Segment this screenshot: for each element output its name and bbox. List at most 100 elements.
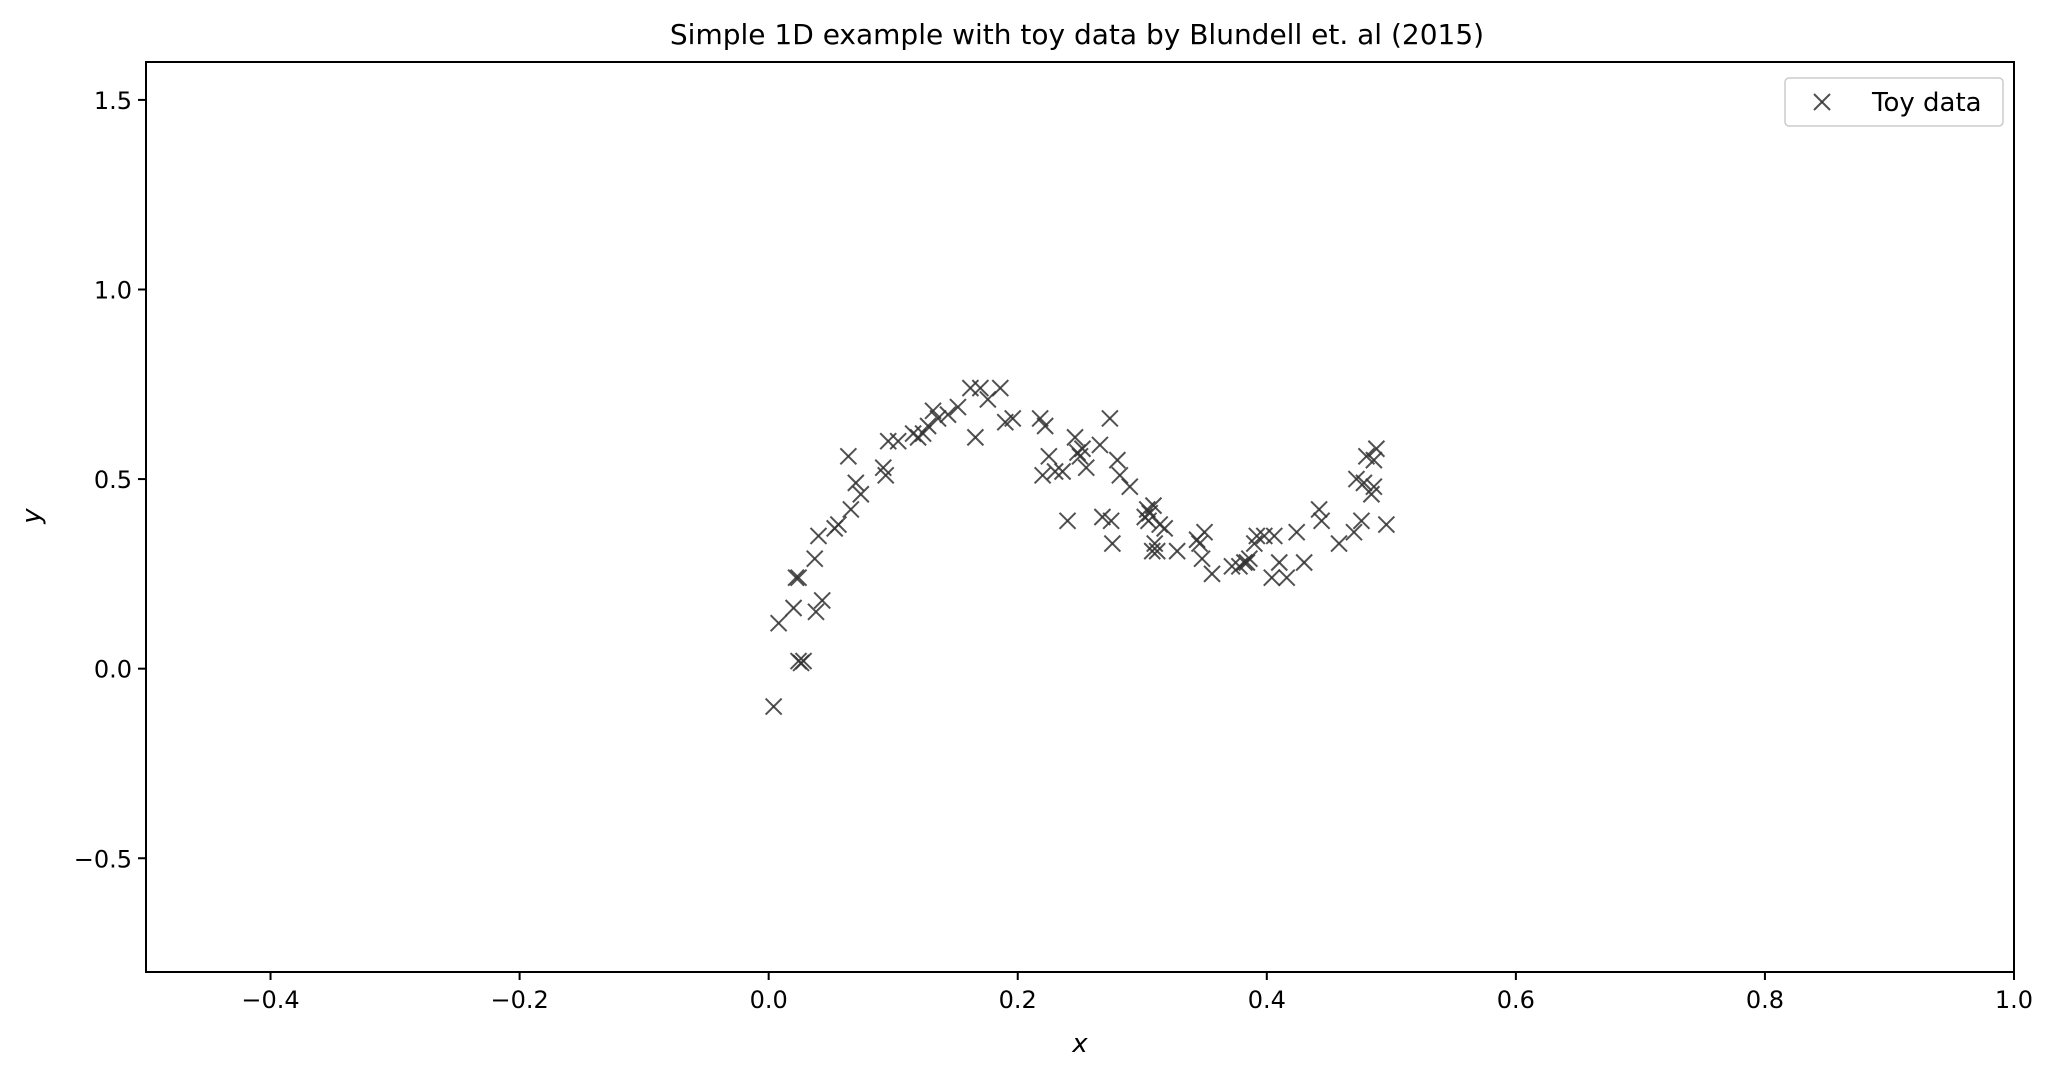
data-point: [1139, 512, 1158, 530]
data-point-stroke: [1111, 466, 1129, 484]
data-point-stroke: [794, 652, 813, 670]
data-point-stroke: [874, 459, 892, 477]
data-point-stroke: [1073, 440, 1092, 458]
x-tick-label: 1.0: [1995, 986, 2033, 1014]
data-point-stroke: [1278, 568, 1296, 587]
legend-box: [1784, 77, 2004, 127]
data-point: [1073, 440, 1092, 458]
data-point-stroke: [1108, 451, 1127, 469]
data-point: [809, 527, 828, 545]
y-axis: −0.5 0.0 0.5 1.0 1.5: [74, 87, 146, 873]
x-tick-label: −0.4: [241, 986, 299, 1014]
data-point: [1330, 534, 1348, 553]
legend-marker-x-stroke: [1813, 93, 1831, 111]
data-point-stroke: [1357, 447, 1376, 466]
data-point-stroke: [1190, 534, 1209, 553]
y-tick-label: 1.5: [94, 87, 132, 115]
data-point-stroke: [806, 550, 824, 568]
data-point: [1263, 568, 1281, 587]
data-point-stroke: [1046, 462, 1064, 481]
data-point-stroke: [939, 405, 957, 424]
data-point: [806, 550, 824, 568]
data-point: [1195, 523, 1214, 541]
data-point-stroke: [1195, 523, 1214, 541]
data-point-stroke: [1146, 534, 1164, 553]
data-point-stroke: [1148, 542, 1166, 560]
data-point-stroke: [787, 568, 805, 587]
data-point: [1004, 409, 1022, 428]
data-point: [784, 599, 803, 617]
data-point-stroke: [1004, 409, 1022, 428]
data-point-stroke: [784, 599, 803, 617]
x-tick-label: 0.8: [1746, 986, 1784, 1014]
x-tick-label: 0.4: [1248, 986, 1286, 1014]
data-point-stroke: [1033, 466, 1052, 484]
legend-entry-label: Toy data: [1871, 88, 1982, 118]
x-tick-label: −0.2: [490, 986, 548, 1014]
data-point: [789, 568, 808, 587]
data-point-stroke: [1345, 523, 1363, 541]
data-point-stroke: [1263, 568, 1281, 587]
data-point: [1036, 417, 1054, 435]
data-point: [769, 614, 788, 632]
x-tick-label: 0.0: [750, 986, 788, 1014]
data-point-stroke: [1365, 477, 1383, 496]
data-point-stroke: [1265, 527, 1283, 545]
data-point: [919, 417, 937, 435]
data-point-stroke: [929, 409, 947, 428]
data-point: [939, 405, 957, 424]
data-point-stroke: [1168, 542, 1186, 560]
data-point: [1121, 477, 1139, 496]
data-point-stroke: [966, 428, 985, 447]
x-tick-label: 0.6: [1497, 986, 1535, 1014]
data-point: [1193, 550, 1211, 568]
data-point-stroke: [1330, 534, 1348, 553]
data-point-stroke: [1053, 462, 1072, 481]
data-point-stroke: [971, 379, 990, 397]
data-point: [1310, 500, 1328, 519]
data-point-stroke: [1295, 553, 1313, 572]
data-point: [847, 474, 865, 492]
data-point-stroke: [1139, 512, 1158, 530]
data-point: [1278, 568, 1296, 587]
data-point-stroke: [1248, 527, 1266, 545]
data-point-stroke: [1347, 470, 1366, 488]
data-point: [1053, 462, 1072, 481]
data-point-stroke: [1091, 436, 1109, 454]
data-point: [852, 485, 870, 503]
data-point: [1046, 462, 1064, 481]
data-point: [1203, 565, 1221, 583]
data-point-stroke: [1312, 512, 1331, 530]
data-point: [1190, 534, 1209, 553]
data-point-stroke: [919, 417, 937, 435]
x-axis-label: x: [1071, 1029, 1088, 1059]
data-point: [1144, 496, 1163, 515]
legend-marker-x: [1813, 93, 1831, 111]
data-point-stroke: [1193, 550, 1211, 568]
data-point-stroke: [1203, 565, 1221, 583]
data-point-stroke: [807, 603, 825, 621]
y-tick-label: 1.0: [94, 277, 132, 305]
data-point-stroke: [1121, 477, 1139, 496]
data-point-stroke: [842, 500, 860, 519]
data-point-stroke: [829, 515, 848, 534]
data-point-stroke: [991, 379, 1010, 397]
data-point: [1287, 523, 1306, 541]
data-point: [839, 447, 858, 466]
data-point-stroke: [1155, 519, 1174, 538]
data-point-stroke: [1077, 459, 1095, 477]
data-point-stroke: [914, 424, 932, 443]
data-point: [1240, 550, 1259, 568]
data-point: [877, 466, 895, 484]
data-point: [924, 402, 942, 420]
data-point: [1355, 474, 1373, 492]
data-point: [829, 515, 848, 534]
data-point: [1091, 436, 1109, 454]
plot-area: [764, 379, 1396, 716]
data-point: [794, 652, 813, 670]
data-point: [1223, 557, 1241, 575]
plot-frame: [145, 61, 2015, 973]
data-point-stroke: [1101, 409, 1119, 428]
data-point: [966, 428, 985, 447]
data-point-stroke: [889, 432, 907, 450]
